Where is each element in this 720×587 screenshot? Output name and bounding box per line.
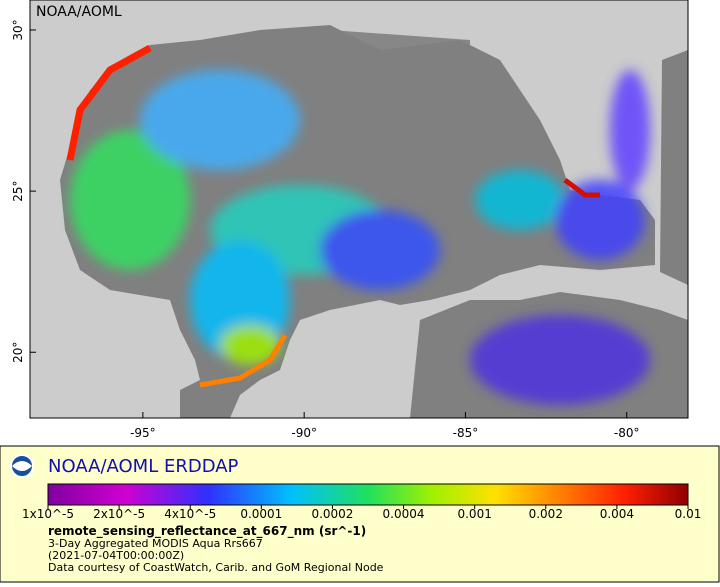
lat-tick-label: 30°: [11, 19, 25, 40]
lat-tick-label: 25°: [11, 180, 25, 201]
no-data-east: [330, 30, 470, 175]
logo-bird: [12, 461, 32, 471]
lon-tick-label: -90°: [291, 426, 317, 440]
florida-high: [563, 178, 600, 198]
info-line: (2021-07-04T00:00:00Z): [48, 549, 184, 562]
colorbar-tick-label: 0.002: [529, 507, 563, 521]
colorbar-tick-label: 0.0002: [311, 507, 353, 521]
watermark: NOAA/AOML: [36, 4, 122, 20]
colorbar-tick-label: 2x10^-5: [93, 507, 145, 521]
info-line: Data courtesy of CoastWatch, Carib. and …: [48, 561, 384, 574]
lon-tick-label: -80°: [614, 426, 640, 440]
lon-tick-label: -85°: [453, 426, 479, 440]
reflectance-field: [70, 70, 650, 405]
atlantic-ocean: [660, 50, 688, 285]
coastal-mid: [199, 333, 288, 388]
lat-tick-label: 20°: [11, 342, 25, 363]
colorbar-tick-label: 0.0001: [240, 507, 282, 521]
logo-title: NOAA/AOML ERDDAP: [48, 456, 239, 477]
variable-name: remote_sensing_reflectance_at_667_nm (sr…: [48, 524, 366, 539]
info-lines: 3-Day Aggregated MODIS Aqua Rrs667(2021-…: [48, 537, 384, 574]
colorbar-tick-label: 0.0004: [383, 507, 425, 521]
colorbar-tick-label: 4x10^-5: [164, 507, 216, 521]
legend-panel: [0, 445, 720, 583]
coastal-high: [66, 44, 152, 161]
map-area: [30, 0, 688, 418]
map-frame: [29, 0, 689, 419]
colorbar-ticks: 1x10^-5 2x10^-5 4x10^-5 0.0001 0.0002 0.0004 0…: [22, 505, 701, 521]
axis-ticks: -95° -90° -85° -80° 20° 25° 30°: [11, 19, 640, 440]
info-line: 3-Day Aggregated MODIS Aqua Rrs667: [48, 537, 263, 550]
colorbar: [47, 483, 689, 506]
colorbar-tick-label: 0.004: [600, 507, 634, 521]
lon-tick-label: -95°: [130, 426, 156, 440]
colorbar-tick-label: 1x10^-5: [22, 507, 74, 521]
colorbar-tick-label: 0.01: [675, 507, 702, 521]
colorbar-tick-label: 0.001: [457, 507, 491, 521]
